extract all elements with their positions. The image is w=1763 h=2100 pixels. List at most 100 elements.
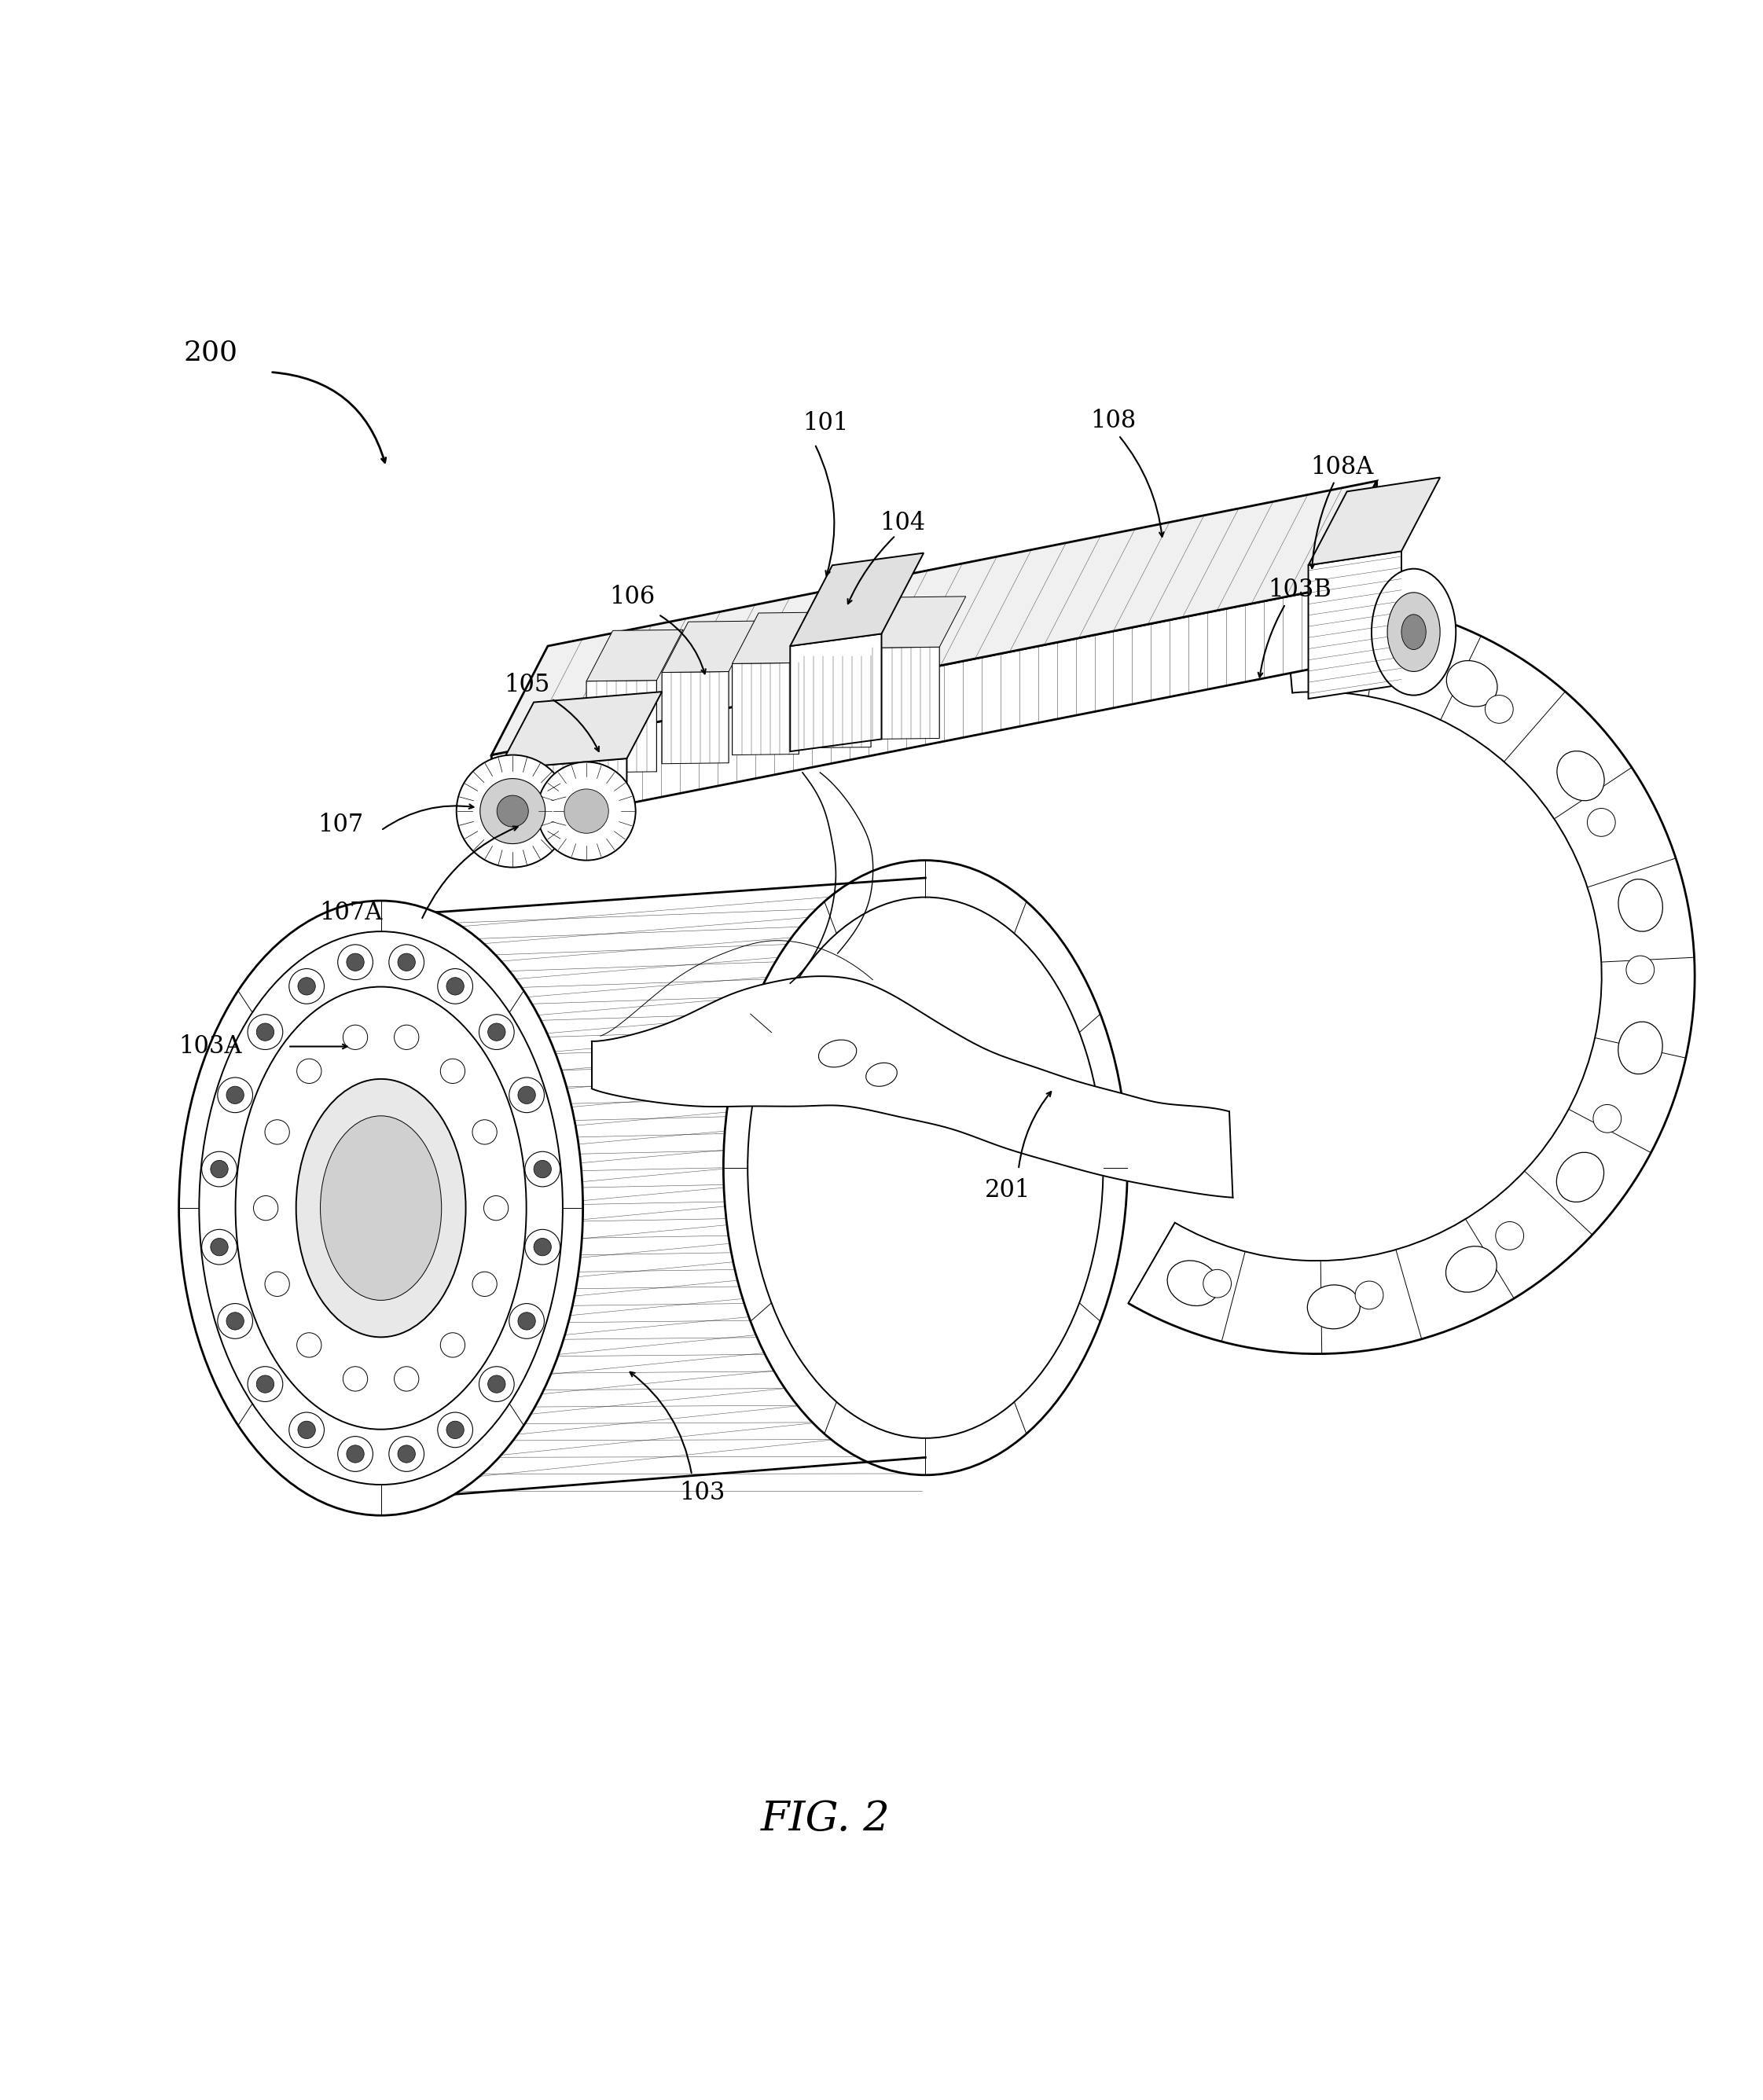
Ellipse shape xyxy=(1387,592,1440,672)
Circle shape xyxy=(226,1312,243,1329)
Circle shape xyxy=(338,945,374,981)
Text: 201: 201 xyxy=(986,1178,1031,1203)
Circle shape xyxy=(256,1376,273,1392)
Circle shape xyxy=(446,976,464,995)
Text: 103A: 103A xyxy=(178,1035,242,1058)
Ellipse shape xyxy=(321,1115,441,1300)
Circle shape xyxy=(254,1195,279,1220)
Polygon shape xyxy=(1320,481,1377,668)
Polygon shape xyxy=(804,655,871,748)
Circle shape xyxy=(518,1086,536,1105)
Circle shape xyxy=(395,1367,420,1390)
Ellipse shape xyxy=(1557,1153,1604,1201)
Polygon shape xyxy=(732,664,799,754)
Polygon shape xyxy=(1308,477,1440,565)
Text: 101: 101 xyxy=(802,412,848,435)
Ellipse shape xyxy=(1308,624,1361,668)
Circle shape xyxy=(472,1273,497,1296)
Circle shape xyxy=(226,1086,243,1105)
Ellipse shape xyxy=(199,932,562,1485)
Circle shape xyxy=(395,1025,420,1050)
Circle shape xyxy=(480,1014,515,1050)
Circle shape xyxy=(398,953,416,970)
Polygon shape xyxy=(1308,550,1402,699)
Polygon shape xyxy=(499,691,661,769)
Circle shape xyxy=(480,779,545,844)
Circle shape xyxy=(441,1058,465,1084)
Polygon shape xyxy=(873,596,966,647)
Circle shape xyxy=(525,1151,561,1186)
Circle shape xyxy=(480,1367,515,1401)
Ellipse shape xyxy=(1557,752,1604,800)
Polygon shape xyxy=(587,680,656,773)
Circle shape xyxy=(296,1334,321,1357)
Circle shape xyxy=(201,1151,236,1186)
Ellipse shape xyxy=(818,1040,857,1067)
Circle shape xyxy=(446,1422,464,1438)
Circle shape xyxy=(347,1445,365,1464)
Ellipse shape xyxy=(296,1079,465,1338)
Circle shape xyxy=(525,1228,561,1264)
Polygon shape xyxy=(1128,598,1694,1354)
Ellipse shape xyxy=(1618,1023,1663,1073)
Circle shape xyxy=(298,1422,316,1438)
Circle shape xyxy=(437,1413,472,1447)
Circle shape xyxy=(518,1312,536,1329)
Text: 108A: 108A xyxy=(1310,456,1373,479)
Text: 107A: 107A xyxy=(319,901,383,926)
Circle shape xyxy=(564,790,608,834)
Circle shape xyxy=(289,968,324,1004)
Text: 108: 108 xyxy=(1091,409,1135,433)
Circle shape xyxy=(1342,640,1370,670)
Text: 107: 107 xyxy=(317,813,363,838)
Polygon shape xyxy=(661,672,728,764)
Circle shape xyxy=(441,1334,465,1357)
Text: 200: 200 xyxy=(183,340,238,365)
Polygon shape xyxy=(499,758,628,842)
Circle shape xyxy=(264,1273,289,1296)
Ellipse shape xyxy=(178,901,584,1516)
Circle shape xyxy=(488,1023,506,1042)
Circle shape xyxy=(264,1119,289,1144)
Circle shape xyxy=(210,1239,227,1256)
Polygon shape xyxy=(492,590,1320,830)
Circle shape xyxy=(344,1367,368,1390)
Circle shape xyxy=(390,945,425,981)
Text: 105: 105 xyxy=(504,672,550,697)
Ellipse shape xyxy=(723,861,1127,1474)
Ellipse shape xyxy=(236,987,527,1430)
Circle shape xyxy=(510,1304,545,1338)
Circle shape xyxy=(1484,695,1513,722)
Circle shape xyxy=(210,1161,227,1178)
Ellipse shape xyxy=(866,1063,897,1086)
Circle shape xyxy=(398,1445,416,1464)
Circle shape xyxy=(510,1077,545,1113)
Ellipse shape xyxy=(1618,880,1663,932)
Circle shape xyxy=(390,1436,425,1472)
Ellipse shape xyxy=(1372,569,1456,695)
Circle shape xyxy=(538,762,636,861)
Polygon shape xyxy=(587,630,682,680)
Circle shape xyxy=(534,1161,552,1178)
Circle shape xyxy=(289,1413,324,1447)
Circle shape xyxy=(1202,1270,1231,1298)
Ellipse shape xyxy=(1446,1245,1497,1292)
Text: 104: 104 xyxy=(880,510,926,536)
Ellipse shape xyxy=(1446,661,1497,706)
Polygon shape xyxy=(873,647,940,739)
Polygon shape xyxy=(492,481,1377,754)
Circle shape xyxy=(472,1119,497,1144)
Circle shape xyxy=(1587,808,1615,836)
Polygon shape xyxy=(804,605,897,657)
Polygon shape xyxy=(790,552,924,647)
Circle shape xyxy=(1495,1222,1523,1249)
Text: 106: 106 xyxy=(610,584,656,609)
Circle shape xyxy=(483,1195,508,1220)
Polygon shape xyxy=(790,634,882,752)
Polygon shape xyxy=(381,878,926,1499)
Circle shape xyxy=(256,1023,273,1042)
Circle shape xyxy=(298,976,316,995)
Circle shape xyxy=(338,1436,374,1472)
Text: FIG. 2: FIG. 2 xyxy=(760,1800,890,1840)
Text: 103: 103 xyxy=(679,1480,725,1506)
